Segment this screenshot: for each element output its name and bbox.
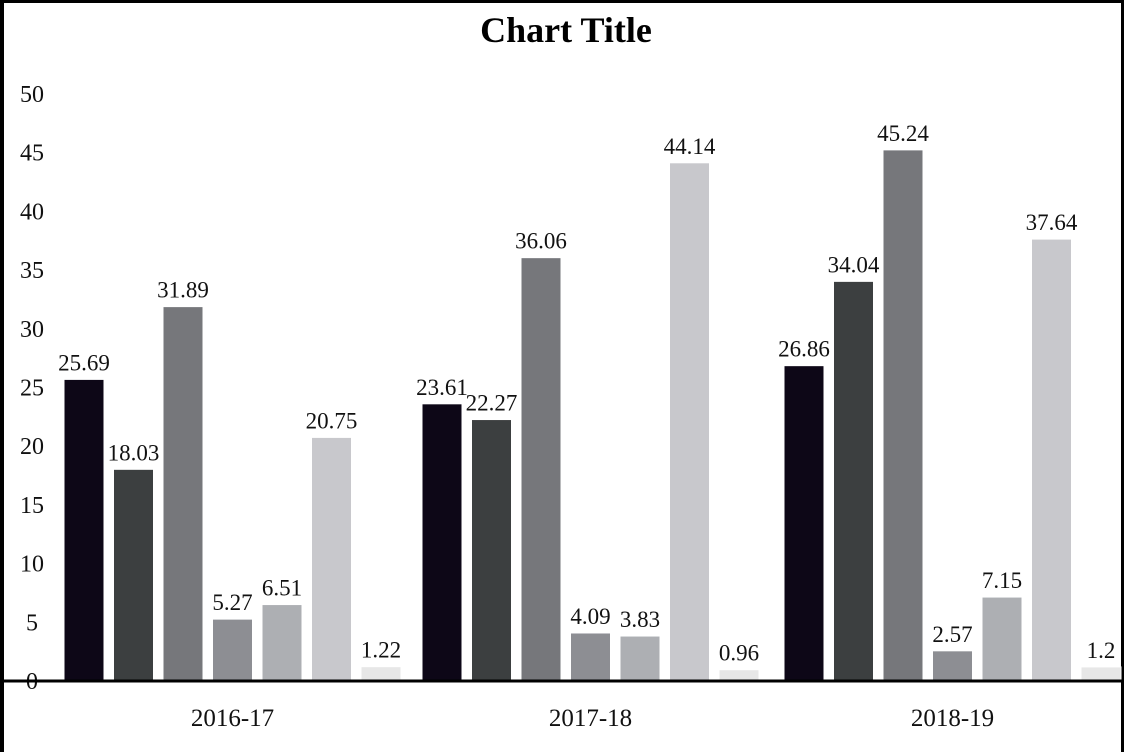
data-label: 2.57 [932, 622, 972, 647]
data-label: 36.06 [515, 229, 567, 254]
bar [1031, 238, 1072, 682]
bar [882, 149, 924, 682]
bar [783, 365, 825, 682]
bar [932, 650, 973, 682]
data-label: 18.03 [108, 440, 160, 465]
data-label: 44.14 [664, 134, 716, 159]
bar [421, 403, 463, 682]
y-tick-label: 15 [20, 493, 44, 519]
data-label: 3.83 [620, 607, 660, 632]
data-label: 1.22 [361, 638, 401, 663]
chart-title: Chart Title [480, 10, 652, 50]
y-tick-label: 20 [20, 434, 44, 460]
data-label: 45.24 [877, 121, 929, 146]
data-label: 0.96 [719, 641, 759, 666]
bar [212, 618, 253, 682]
y-tick-label: 10 [20, 552, 44, 578]
y-axis-ticks: 05101520253035404550 [20, 82, 44, 695]
data-label: 5.27 [212, 590, 252, 615]
data-label: 25.69 [58, 350, 110, 375]
bar [981, 596, 1023, 682]
bar [619, 635, 661, 682]
bar [718, 669, 760, 682]
data-label: 6.51 [262, 576, 302, 601]
data-labels: 25.69 18.03 31.89 5.27 6.51 20.75 1.22 23.6122.… [58, 121, 1115, 666]
bar [520, 257, 562, 682]
data-label: 1.2 [1087, 638, 1116, 663]
y-tick-label: 50 [20, 82, 44, 108]
y-tick-label: 30 [20, 317, 44, 343]
bars [63, 149, 1122, 682]
category-labels: 2016-17 2017-18 2018-19 [191, 705, 994, 732]
bar [1080, 666, 1122, 682]
y-tick-label: 45 [20, 141, 44, 167]
data-label: 34.04 [828, 252, 880, 277]
data-label: 22.27 [466, 391, 518, 416]
y-tick-label: 25 [20, 376, 44, 402]
bar [63, 378, 105, 682]
bar [162, 306, 204, 682]
data-label: 26.86 [778, 337, 830, 362]
x-tick-label: 2017-18 [549, 705, 632, 732]
bar [471, 419, 512, 682]
bar [669, 162, 710, 682]
data-label: 31.89 [157, 278, 209, 303]
bar [261, 604, 303, 682]
data-label: 37.64 [1026, 210, 1078, 235]
data-label: 7.15 [982, 568, 1022, 593]
bar [311, 436, 352, 682]
data-label: 20.75 [306, 408, 358, 433]
bar [113, 468, 154, 682]
data-label: 23.61 [416, 375, 468, 400]
y-tick-label: 35 [20, 258, 44, 284]
x-tick-label: 2016-17 [191, 705, 274, 732]
bar [833, 280, 874, 682]
bar [570, 632, 611, 682]
x-tick-label: 2018-19 [911, 705, 994, 732]
data-label: 4.09 [570, 604, 610, 629]
y-tick-label: 40 [20, 199, 44, 225]
y-tick-label: 5 [26, 610, 38, 636]
bar [360, 666, 402, 682]
